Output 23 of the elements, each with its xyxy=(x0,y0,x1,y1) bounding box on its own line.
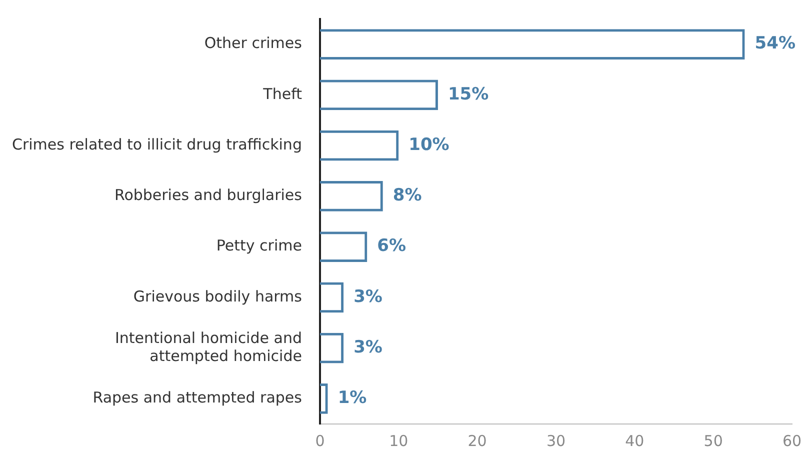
y-tick-label: Rapes and attempted rapes xyxy=(92,388,302,407)
y-tick-label: Petty crime xyxy=(216,236,302,255)
x-tick-label: 50 xyxy=(704,432,723,450)
data-label: 54% xyxy=(754,34,796,54)
data-label: 15% xyxy=(448,84,489,104)
data-label: 3% xyxy=(354,337,382,358)
x-tick-label: 0 xyxy=(315,432,325,450)
data-label: 1% xyxy=(338,388,367,408)
x-tick-label: 60 xyxy=(782,432,802,450)
data-label: 6% xyxy=(377,236,406,256)
y-tick-label: Robberies and burglaries xyxy=(114,186,302,204)
y-tick-label: Other crimes xyxy=(204,34,302,52)
data-label: 10% xyxy=(408,134,450,155)
y-tick-label: Grievous bodily harms xyxy=(133,287,302,306)
data-label: 3% xyxy=(354,286,382,307)
x-tick-label: 40 xyxy=(625,432,644,450)
data-label: 8% xyxy=(392,186,422,206)
y-tick-label: Crimes related to illicit drug trafficking xyxy=(12,135,302,154)
x-tick-label: 30 xyxy=(546,432,566,450)
x-tick-label: 20 xyxy=(468,432,487,450)
y-tick-label: Intentional homicide and attempted homicide xyxy=(114,328,302,365)
x-tick-label: 10 xyxy=(389,432,408,450)
y-tick-label: Theft xyxy=(262,84,302,103)
